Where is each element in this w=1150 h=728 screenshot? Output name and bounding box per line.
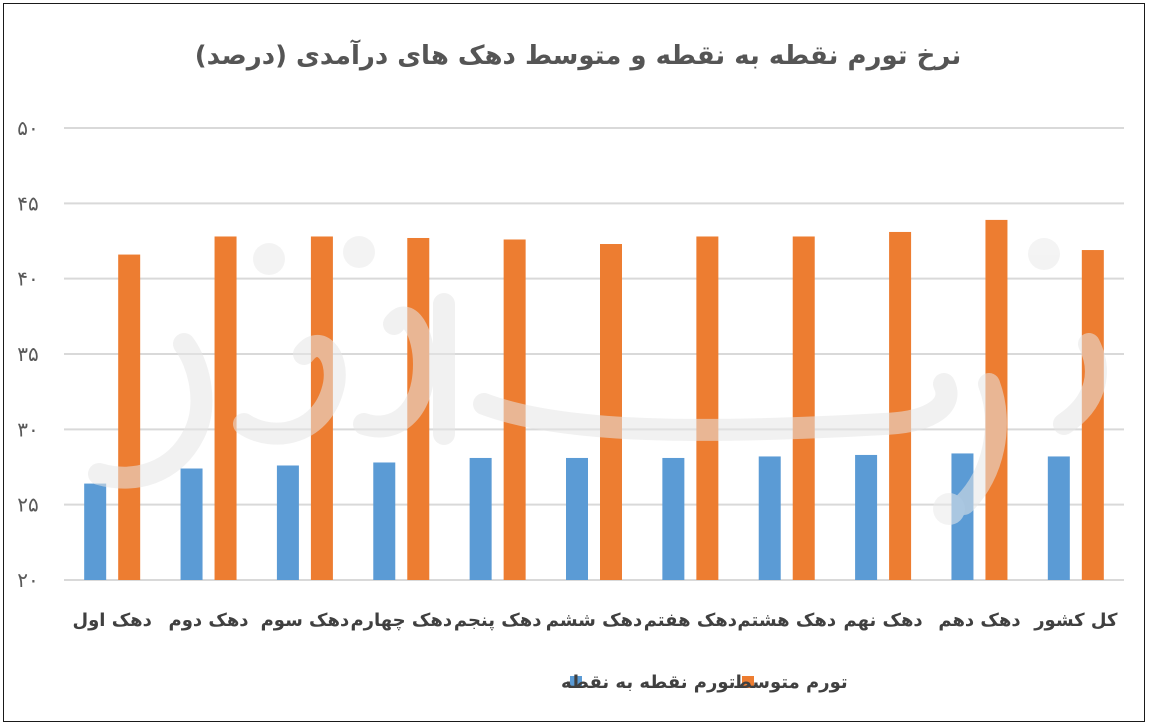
bar-average xyxy=(1081,250,1104,581)
x-tick-label: دهک نهم xyxy=(844,610,923,631)
watermark-dot xyxy=(1028,238,1060,270)
chart-svg: نرخ تورم نقطه به نقطه و متوسط دهک های در… xyxy=(17,39,1124,693)
watermark-stroke xyxy=(88,333,213,489)
x-tick-label: دهک دهم xyxy=(938,610,1020,631)
x-tick-label: دهک هشتم xyxy=(737,610,836,631)
legend-swatch xyxy=(742,676,754,688)
x-tick-label: دهک چهارم xyxy=(350,610,452,631)
watermark-stroke xyxy=(233,335,346,445)
x-tick-label: دهک اول xyxy=(72,610,151,631)
bar-point xyxy=(469,457,492,580)
bar-average xyxy=(696,236,719,581)
x-tick-label: دهک هفتم xyxy=(644,610,737,631)
watermark-stroke xyxy=(1053,333,1107,435)
legend-label: تورم نقطه به نقطه xyxy=(561,672,735,693)
watermark-logo xyxy=(88,236,1107,525)
bar-average xyxy=(118,254,141,580)
y-tick-label: ۵۰ xyxy=(17,116,38,140)
chart-frame: نرخ تورم نقطه به نقطه و متوسط دهک های در… xyxy=(3,3,1145,722)
bar-average xyxy=(889,231,912,580)
watermark-stroke xyxy=(473,373,958,441)
x-tick-label: دهک دوم xyxy=(169,610,249,631)
x-tick-label: دهک ششم xyxy=(546,610,643,631)
bar-point xyxy=(276,465,299,580)
x-tick-label: دهک پنجم xyxy=(454,610,542,631)
x-tick-label: دهک سوم xyxy=(261,610,350,631)
watermark-dot xyxy=(343,236,375,268)
bar-point xyxy=(373,462,396,580)
bar-point xyxy=(180,468,203,580)
y-tick-label: ۴۵ xyxy=(17,191,38,215)
y-tick-label: ۳۰ xyxy=(17,417,38,441)
legend-swatch xyxy=(570,676,582,688)
bar-point xyxy=(758,456,781,580)
bar-average xyxy=(214,236,237,581)
bar-point xyxy=(855,454,878,580)
watermark-dot xyxy=(253,243,285,275)
x-tick-label: کل کشور xyxy=(1033,610,1118,631)
bar-average xyxy=(600,244,622,580)
watermark-stroke xyxy=(953,373,1007,515)
y-axis-ticks: ۵۰ ۴۵ ۴۰ ۳۵ ۳۰ ۲۵ ۲۰ xyxy=(17,116,38,592)
bar-point xyxy=(662,457,685,580)
bar-point xyxy=(566,457,588,580)
legend-label: تورم متوسط xyxy=(733,672,848,693)
y-tick-label: ۲۰ xyxy=(17,568,38,592)
bar-average xyxy=(792,236,815,581)
bar-point xyxy=(1047,456,1070,580)
y-tick-label: ۳۵ xyxy=(17,342,38,366)
y-tick-label: ۲۵ xyxy=(17,493,38,517)
bar-point xyxy=(84,483,107,580)
chart-title: نرخ تورم نقطه به نقطه و متوسط دهک های در… xyxy=(195,39,962,71)
watermark-dot xyxy=(933,493,965,525)
watermark-stroke xyxy=(353,306,435,438)
y-tick-label: ۴۰ xyxy=(17,267,38,291)
x-axis-ticks: دهک اول دهک دوم دهک سوم دهک چهارم دهک پنجم ده… xyxy=(72,610,1117,631)
